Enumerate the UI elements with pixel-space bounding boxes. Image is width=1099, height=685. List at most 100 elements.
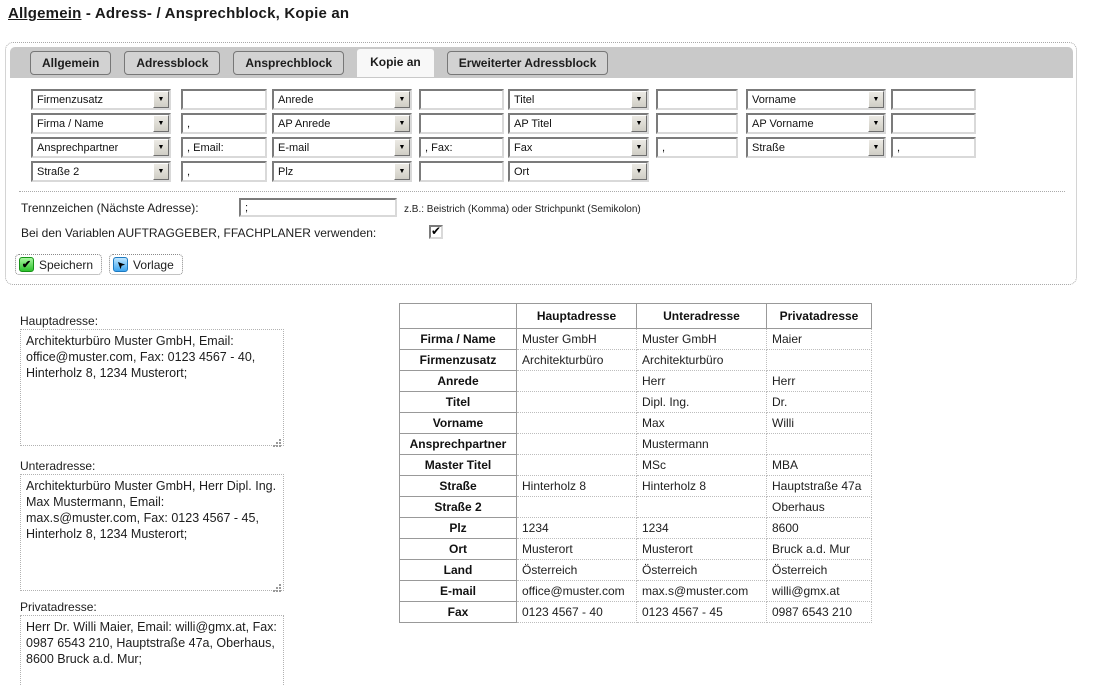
table-cell: Musterort — [516, 538, 637, 560]
field-select-fax[interactable]: Fax ▼ — [508, 137, 649, 158]
field-select-ap-anrede[interactable]: AP Anrede ▼ — [272, 113, 412, 134]
page-title: Allgemein - Adress- / Ansprechblock, Kop… — [8, 5, 349, 22]
field-select-e-mail[interactable]: E-mail ▼ — [272, 137, 412, 158]
hauptadresse-textarea[interactable]: Architekturbüro Muster GmbH, Email: offi… — [20, 329, 284, 446]
table-cell: 1234 — [636, 517, 767, 539]
use-variables-checkbox[interactable]: ✔ — [429, 225, 443, 239]
table-cell: 1234 — [516, 517, 637, 539]
table-cell: Herr — [766, 370, 872, 392]
chevron-down-icon[interactable]: ▼ — [153, 139, 169, 156]
chevron-down-icon[interactable]: ▼ — [631, 115, 647, 132]
unteradresse-textarea[interactable]: Architekturbüro Muster GmbH, Herr Dipl. … — [20, 474, 284, 591]
settings-panel: Allgemein Adressblock Ansprechblock Kopie a… — [5, 42, 1077, 285]
chevron-down-icon[interactable]: ▼ — [153, 91, 169, 108]
field-select-titel[interactable]: Titel ▼ — [508, 89, 649, 110]
grid-text-input[interactable] — [181, 161, 267, 182]
field-select-ort[interactable]: Ort ▼ — [508, 161, 649, 182]
table-cell: Musterort — [636, 538, 767, 560]
table-cell — [766, 349, 872, 371]
field-select-plz[interactable]: Plz ▼ — [272, 161, 412, 182]
title-allgemein-link[interactable]: Allgemein — [8, 5, 82, 22]
trennzeichen-input[interactable] — [239, 198, 397, 217]
field-select-vorname[interactable]: Vorname ▼ — [746, 89, 886, 110]
field-select-value: Straße 2 — [37, 165, 80, 178]
table-row: Fax 0123 4567 - 40 0123 4567 - 45 0987 6543… — [399, 601, 872, 623]
grid-text-input[interactable] — [891, 137, 976, 158]
cursor-arrow-icon — [113, 257, 129, 272]
resize-handle-icon[interactable] — [279, 445, 281, 447]
table-row-label: Vorname — [399, 412, 517, 434]
chevron-down-icon[interactable]: ▼ — [868, 91, 884, 108]
grid-text-input[interactable] — [419, 161, 504, 182]
grid-text-input[interactable] — [181, 137, 267, 158]
field-select-ap-vorname[interactable]: AP Vorname ▼ — [746, 113, 886, 134]
field-select-firmenzusatz[interactable]: Firmenzusatz ▼ — [31, 89, 171, 110]
table-cell: Bruck a.d. Mur — [766, 538, 872, 560]
grid-text-input[interactable] — [181, 113, 267, 134]
tab-bar: Allgemein Adressblock Ansprechblock Kopie a… — [10, 47, 1073, 78]
privatadresse-label: Privatadresse: — [20, 600, 97, 614]
hauptadresse-preview: Architekturbüro Muster GmbH, Email: offi… — [20, 329, 284, 451]
chevron-down-icon[interactable]: ▼ — [631, 139, 647, 156]
table-row: E-mail office@muster.com max.s@muster.com w… — [399, 580, 872, 602]
table-row: Anrede Herr Herr — [399, 370, 872, 392]
table-cell — [516, 412, 637, 434]
field-select-ap-titel[interactable]: AP Titel ▼ — [508, 113, 649, 134]
tab-adressblock[interactable]: Adressblock — [124, 51, 221, 75]
tab-erweiterter-adressblock[interactable]: Erweiterter Adressblock — [446, 51, 609, 75]
table-row: Firmenzusatz Architekturbüro Architekturbü… — [399, 349, 872, 371]
address-comparison-table: Hauptadresse Unteradresse Privatadresse Fi… — [399, 303, 872, 623]
table-cell — [516, 496, 637, 518]
privatadresse-textarea[interactable]: Herr Dr. Willi Maier, Email: willi@gmx.a… — [20, 615, 284, 685]
chevron-down-icon[interactable]: ▼ — [631, 91, 647, 108]
vorlage-button[interactable]: Vorlage — [109, 254, 183, 275]
field-select-ansprechpartner[interactable]: Ansprechpartner ▼ — [31, 137, 171, 158]
chevron-down-icon[interactable]: ▼ — [394, 139, 410, 156]
grid-text-input[interactable] — [419, 113, 504, 134]
table-column-header — [399, 303, 517, 329]
table-row-label: Straße 2 — [399, 496, 517, 518]
grid-text-input[interactable] — [656, 89, 738, 110]
resize-handle-icon[interactable] — [279, 590, 281, 592]
tab-ansprechblock[interactable]: Ansprechblock — [233, 51, 345, 75]
grid-text-input[interactable] — [656, 113, 738, 134]
table-cell: max.s@muster.com — [636, 580, 767, 602]
chevron-down-icon[interactable]: ▼ — [868, 139, 884, 156]
grid-text-input[interactable] — [891, 113, 976, 134]
field-select-stra-e-2[interactable]: Straße 2 ▼ — [31, 161, 171, 182]
chevron-down-icon[interactable]: ▼ — [394, 115, 410, 132]
action-bar: Speichern Vorlage — [15, 254, 183, 275]
table-cell: MBA — [766, 454, 872, 476]
field-select-anrede[interactable]: Anrede ▼ — [272, 89, 412, 110]
tab-allgemein[interactable]: Allgemein — [30, 51, 112, 75]
chevron-down-icon[interactable]: ▼ — [631, 163, 647, 180]
grid-text-input[interactable] — [891, 89, 976, 110]
table-cell: 8600 — [766, 517, 872, 539]
field-select-firma-name[interactable]: Firma / Name ▼ — [31, 113, 171, 134]
field-select-stra-e[interactable]: Straße ▼ — [746, 137, 886, 158]
grid-text-input[interactable] — [181, 89, 267, 110]
table-row: Land Österreich Österreich Österreich — [399, 559, 872, 581]
chevron-down-icon[interactable]: ▼ — [394, 163, 410, 180]
field-select-value: Firmenzusatz — [37, 93, 104, 106]
table-row-label: E-mail — [399, 580, 517, 602]
table-cell: Hinterholz 8 — [636, 475, 767, 497]
grid-text-input[interactable] — [419, 89, 504, 110]
chevron-down-icon[interactable]: ▼ — [868, 115, 884, 132]
field-select-value: Fax — [514, 141, 533, 154]
table-cell: Architekturbüro — [636, 349, 767, 371]
field-select-value: Ort — [514, 165, 530, 178]
speichern-button[interactable]: Speichern — [15, 254, 103, 275]
chevron-down-icon[interactable]: ▼ — [153, 115, 169, 132]
grid-text-input[interactable] — [419, 137, 504, 158]
chevron-down-icon[interactable]: ▼ — [394, 91, 410, 108]
table-cell: Österreich — [516, 559, 637, 581]
tab-kopie-an[interactable]: Kopie an — [357, 49, 434, 77]
chevron-down-icon[interactable]: ▼ — [153, 163, 169, 180]
table-cell — [766, 433, 872, 455]
grid-text-input[interactable] — [656, 137, 738, 158]
table-row: Ansprechpartner Mustermann — [399, 433, 872, 455]
table-cell: willi@gmx.at — [766, 580, 872, 602]
table-cell: 0123 4567 - 40 — [516, 601, 637, 623]
